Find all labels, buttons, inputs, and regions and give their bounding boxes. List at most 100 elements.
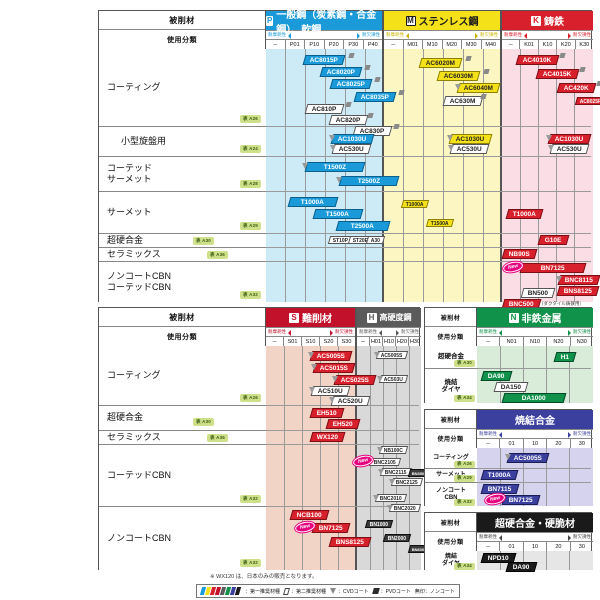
axis-wear-N: 耐摩耗性: [479, 329, 497, 334]
chip-bnc2105[interactable]: BNC2105: [368, 458, 402, 466]
chip-label: NPD10: [487, 555, 509, 562]
tick-S-2: S10: [301, 336, 319, 346]
chip-bns8125[interactable]: BNS8125: [556, 286, 600, 296]
chip-eh510[interactable]: EH510: [309, 408, 345, 418]
chip-ac8025p[interactable]: AC8025P: [329, 79, 373, 89]
header-usage-4: 使用分類: [437, 437, 464, 443]
chip-ac510u[interactable]: AC510U: [310, 386, 351, 396]
chip-ac520u[interactable]: AC520U: [330, 396, 371, 406]
chip-bn7125-k[interactable]: BN7125: [519, 263, 587, 273]
legend-pvd-label: ：PVDコート: [380, 588, 411, 595]
axis-arrow-S: 耐摩耗性 耐欠損性: [266, 327, 355, 336]
chip-ac8015p[interactable]: AC8015P: [302, 55, 346, 65]
axis-arrow-N: 耐摩耗性 耐欠損性: [477, 327, 593, 336]
tick-H-3: H20: [395, 336, 408, 346]
chip-label: AC8020P: [326, 69, 355, 76]
chip-ac6040m[interactable]: AC6040M: [456, 83, 501, 93]
chip-bnc2020[interactable]: BNC2020: [388, 504, 422, 512]
chip-h1[interactable]: H1: [553, 352, 577, 362]
chip-da150[interactable]: DA150: [493, 382, 529, 392]
chip-ac530u-k[interactable]: AC530U: [549, 144, 590, 154]
legend-second: ：第二推奨材種: [283, 587, 326, 595]
chip-bn2000[interactable]: BN2000: [382, 534, 412, 542]
chip-ncb100[interactable]: NCB100: [289, 510, 330, 520]
chip-da90-n[interactable]: DA90: [480, 371, 513, 381]
chip-bn1000[interactable]: BN1000: [364, 520, 394, 528]
chip-ac5005s-s[interactable]: AC5005S: [309, 351, 353, 361]
chip-bnc2010[interactable]: BNC2010: [374, 494, 408, 502]
chip-t2500z[interactable]: T2500Z: [338, 176, 400, 186]
chip-g10e[interactable]: G10E: [537, 235, 570, 245]
chip-bnc2125[interactable]: BNC2125: [390, 478, 424, 486]
chip-nb100c[interactable]: NB100C: [378, 446, 409, 454]
chip-ac5005s-sa[interactable]: AC5005S: [506, 453, 550, 463]
group-label-P: 一般鋼（炭素鋼・合金鋼）、軟鋼: [276, 9, 377, 36]
axis-tough-M: 耐欠損性: [480, 32, 498, 37]
chip-bn7125-sa[interactable]: BN7125: [501, 495, 541, 505]
chip-t2500a-p[interactable]: T2500A: [335, 221, 391, 231]
cvd-icon: [548, 145, 554, 151]
chip-ac530u-p[interactable]: AC530U: [331, 144, 372, 154]
group-label-sintered: 焼結合金: [515, 416, 555, 427]
group-header-hard: 超硬合金・硬脆材 耐摩耗性 耐欠損性 － 01 10 20 30: [477, 513, 594, 551]
chip-ac4010k[interactable]: AC4010K: [515, 55, 559, 65]
chip-ac5015s[interactable]: AC5015S: [312, 363, 356, 373]
chip-label: NB90S: [508, 251, 530, 258]
chip-t1500z[interactable]: T1500Z: [304, 162, 366, 172]
tick-P-0: －: [266, 39, 285, 49]
chip-ac630m[interactable]: AC630M: [442, 96, 484, 106]
gridline-h: [425, 482, 591, 483]
chip-ac1030u-p[interactable]: AC1030U: [330, 134, 374, 144]
gridline-v: [569, 448, 570, 506]
chip-ac4015k[interactable]: AC4015K: [535, 69, 579, 79]
gridline-h: [99, 233, 591, 234]
chip-t1000a-m[interactable]: T1000A: [400, 200, 429, 208]
axis-wear-S: 耐摩耗性: [268, 329, 286, 334]
chip-ac1030u-m[interactable]: AC1030U: [448, 134, 492, 144]
chip-bn7115[interactable]: BN7115: [480, 484, 519, 494]
chip-bns8125-s[interactable]: BNS8125: [328, 537, 372, 547]
axis-tough-N: 耐欠損性: [573, 329, 591, 334]
chip-ac1030u-k[interactable]: AC1030U: [547, 134, 591, 144]
chip-ac6020m[interactable]: AC6020M: [418, 58, 463, 68]
chip-bn500[interactable]: BN500: [520, 288, 556, 298]
chip-t1000a-k[interactable]: T1000A: [505, 209, 544, 219]
chip-ac503u[interactable]: AC503U: [378, 375, 409, 383]
chip-wx120[interactable]: WX120: [309, 432, 346, 442]
chip-bn7125-s[interactable]: BN7125: [311, 523, 351, 533]
tick-hb-2: 10: [522, 541, 547, 551]
chip-ac530u-m[interactable]: AC530U: [449, 144, 490, 154]
row-label-coated-cermet: コーテッド サーメット 表 A28: [99, 156, 266, 191]
chip-ac5025s[interactable]: AC5025S: [333, 375, 377, 385]
tick-M-5: M40: [480, 39, 500, 49]
chip-ac6030m[interactable]: AC6030M: [436, 71, 481, 81]
chip-label: A30: [370, 238, 380, 244]
chip-eh520[interactable]: EH520: [325, 419, 361, 429]
chip-label: BN7125: [508, 497, 533, 504]
chip-da90-hb[interactable]: DA90: [505, 562, 538, 572]
chip-ac8020p[interactable]: AC8020P: [319, 67, 363, 77]
chip-t1500a-m[interactable]: T1500A: [425, 219, 454, 227]
chip-t1500a-p[interactable]: T1500A: [312, 209, 364, 219]
chip-bnc8115[interactable]: BNC8115: [557, 275, 600, 285]
chip-nb90s[interactable]: NB90S: [501, 249, 538, 259]
chip-da1000[interactable]: DA1000: [501, 393, 567, 403]
chip-t1000a-p[interactable]: T1000A: [287, 197, 339, 207]
chip-ac820p[interactable]: AC820P: [328, 115, 369, 125]
chip-bnc2115[interactable]: BNC2115: [379, 468, 412, 476]
gridline-v: [523, 346, 524, 403]
chip-t1000a-sa[interactable]: T1000A: [480, 470, 519, 480]
chip-ac5005s-h[interactable]: AC5005S: [375, 351, 408, 359]
tick-hb-3: 20: [546, 541, 570, 551]
chip-a30[interactable]: A30: [365, 236, 386, 244]
chip-ac420k[interactable]: AC420K: [556, 83, 597, 93]
legend: ：第一推奨材種 ：第二推奨材種 ：CVDコート ：PVDコート 無印：ノンコート: [196, 584, 460, 598]
row-badge: 表 A29: [453, 475, 475, 482]
chip-ac8025p-k[interactable]: AC8025P: [574, 97, 600, 105]
axis-wear-K: 耐摩耗性: [504, 32, 522, 37]
chip-ac8035p[interactable]: AC8035P: [353, 92, 397, 102]
gridline-v: [345, 49, 346, 302]
row-text: コーテッド サーメット: [107, 162, 153, 184]
tick-P-5: P40: [362, 39, 382, 49]
chip-ac810p[interactable]: AC810P: [304, 104, 345, 114]
